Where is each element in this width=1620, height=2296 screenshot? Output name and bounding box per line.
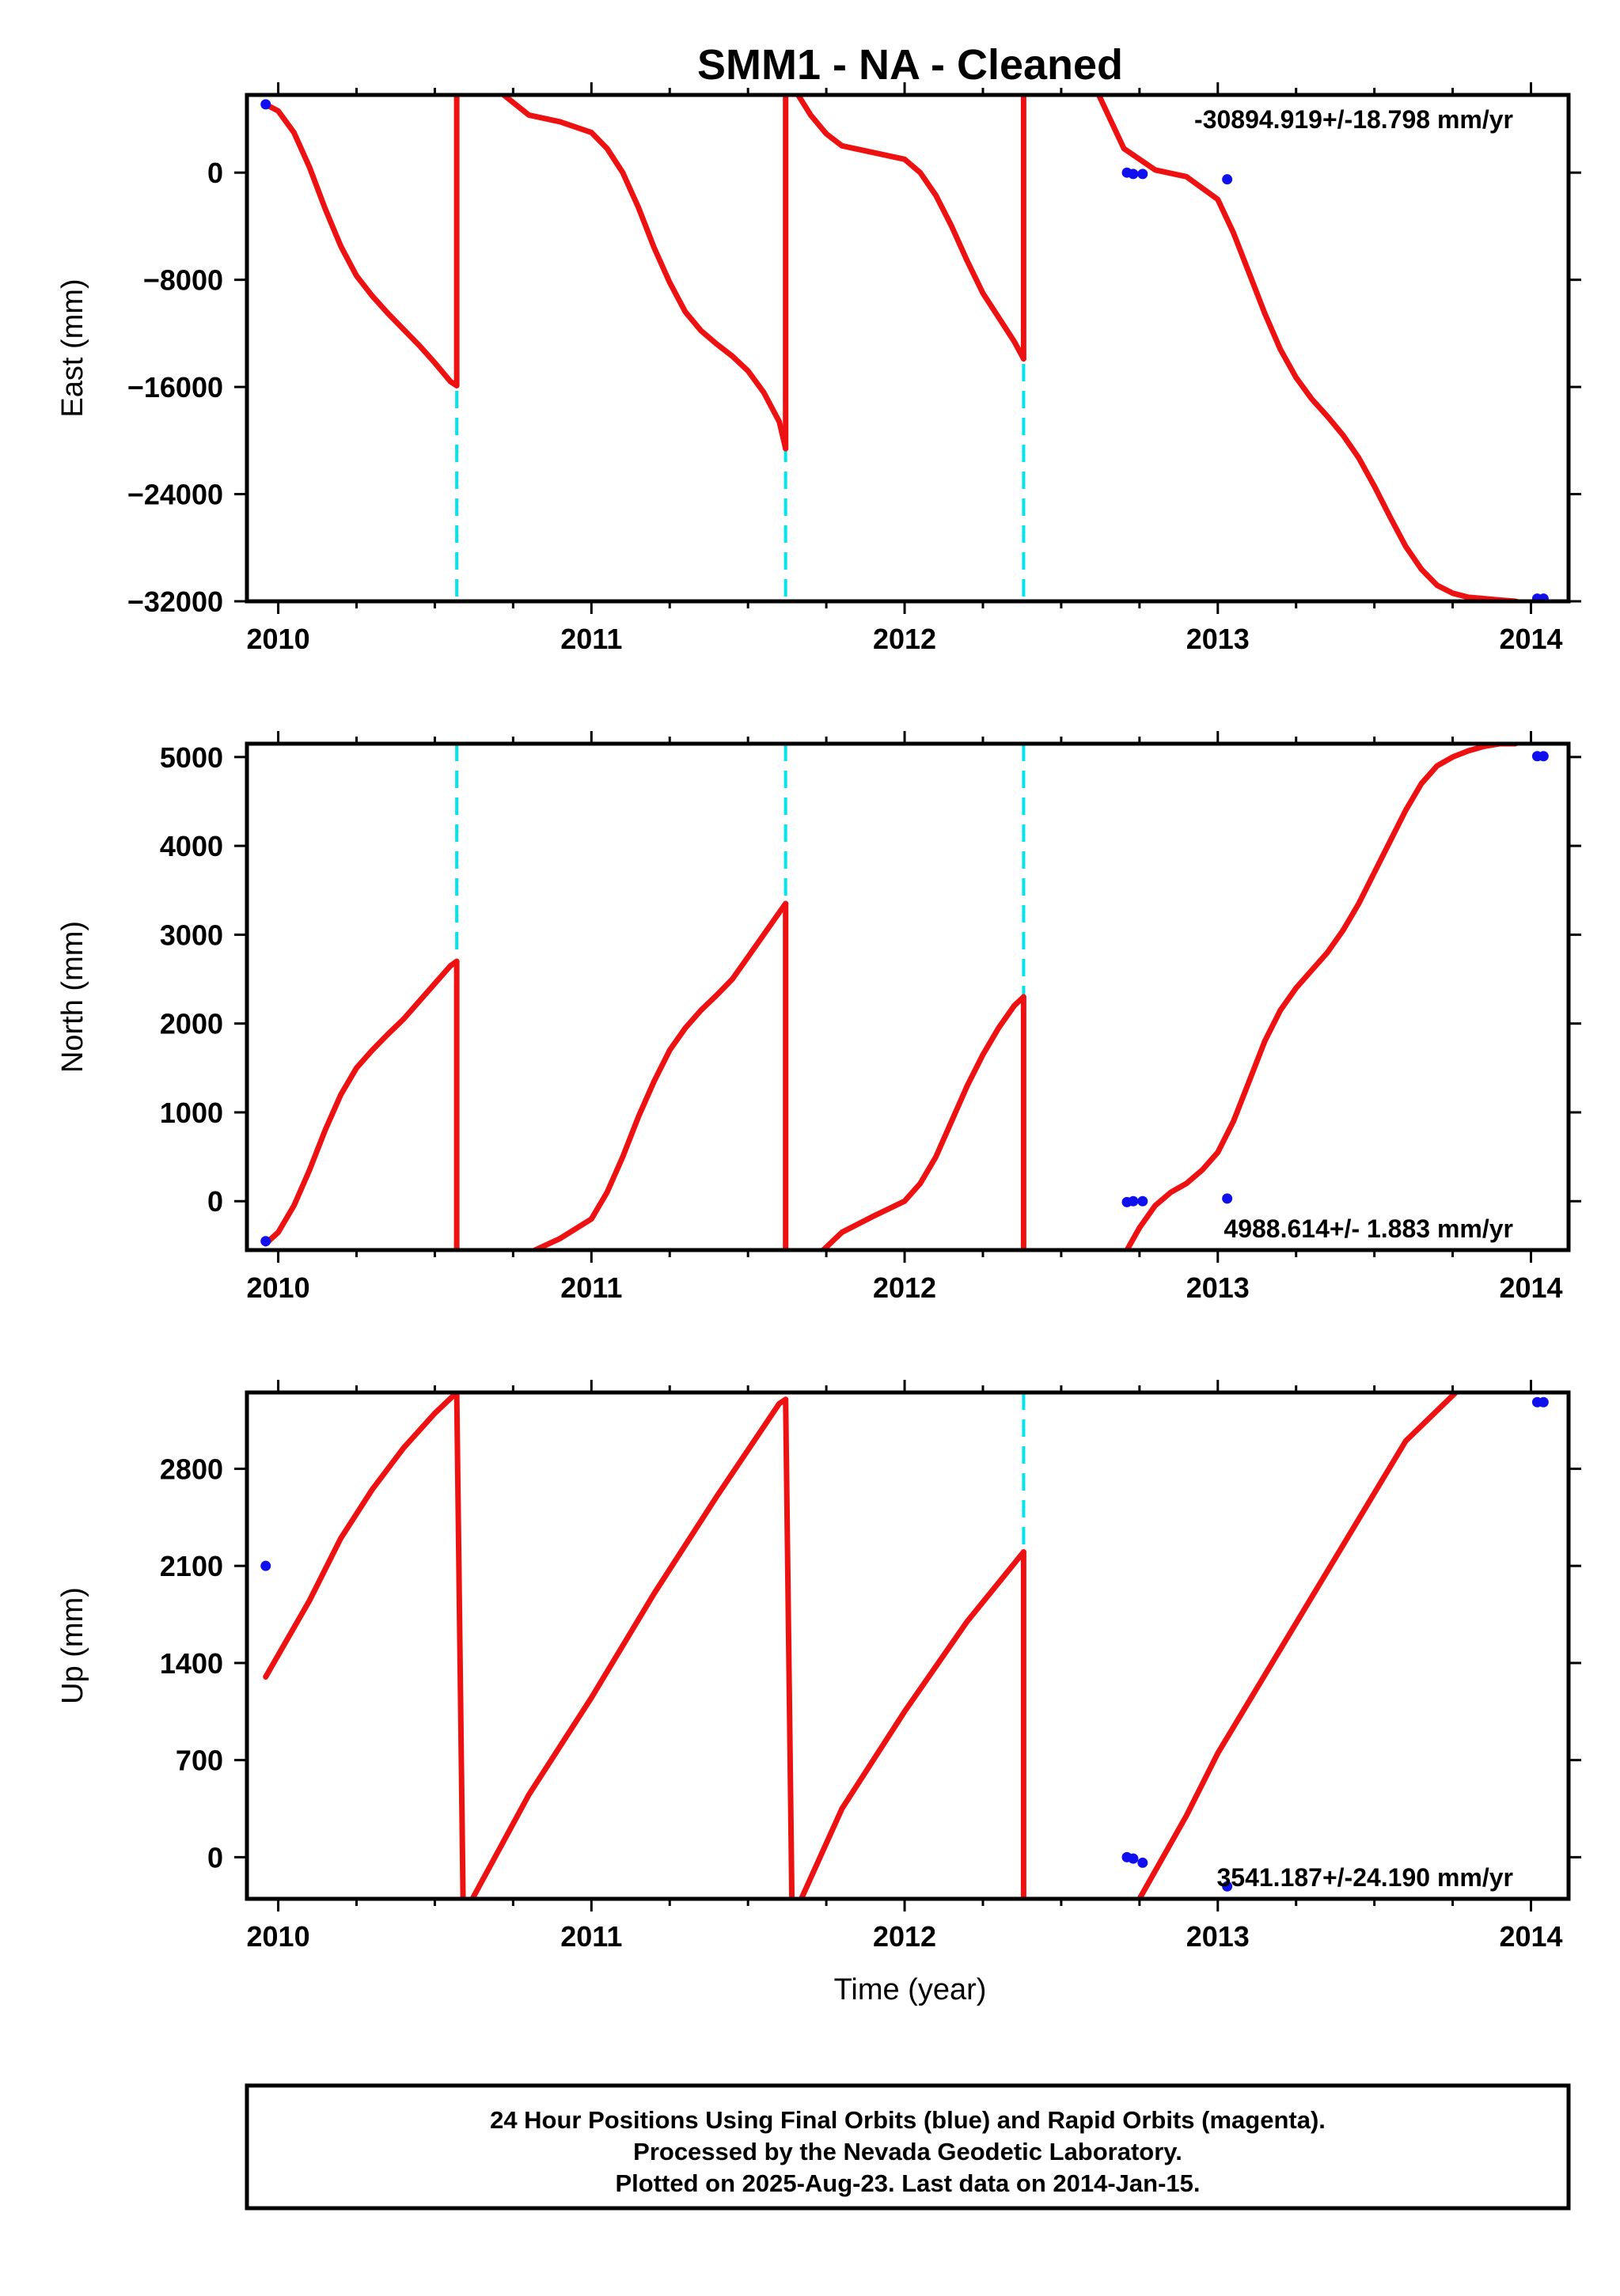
model-line-segment (795, 95, 1026, 362)
y-tick-label: −32000 (127, 585, 223, 618)
model-line-segment (263, 1392, 460, 1680)
x-tick-label: 2013 (1186, 1920, 1250, 1953)
y-tick-label: 2100 (160, 1550, 223, 1582)
data-point (260, 99, 271, 110)
data-point (1538, 1396, 1549, 1408)
data-point (1137, 1195, 1148, 1207)
panel-frame (245, 1390, 1571, 1901)
data-point (1128, 1195, 1139, 1207)
panel-2: 2010 2011 2012 2013 2014 0 700 1400 2100 2800 Up (… (56, 1380, 1581, 1953)
y-tick-label: 4000 (160, 830, 223, 862)
model-line-segment (501, 95, 789, 452)
data-point (1538, 751, 1549, 762)
y-axis-label: Up (mm) (56, 1587, 89, 1704)
panel-frame (245, 93, 1571, 604)
y-tick-label: 700 (176, 1745, 223, 1777)
x-tick-label: 2013 (1186, 1271, 1250, 1304)
plot-area (260, 1392, 1549, 1899)
plot-area (260, 744, 1549, 1250)
panel-1: 2010 2011 2012 2013 2014 0 1000 2000 3000 4000 500… (56, 731, 1581, 1304)
x-tick-label: 2011 (560, 623, 622, 655)
footer-box: 24 Hour Positions Using Final Orbits (bl… (245, 2083, 1571, 2211)
model-line-segment (263, 958, 460, 1247)
y-tick-label: 1400 (160, 1647, 223, 1680)
model-line-segment (532, 900, 789, 1250)
data-point (1128, 1853, 1139, 1864)
y-tick-label: 2800 (160, 1453, 223, 1485)
x-axis-label: Time (year) (834, 1973, 987, 2006)
x-tick-label: 2011 (560, 1271, 622, 1304)
model-line-segment (1136, 1392, 1459, 1899)
footer-line-2: Processed by the Nevada Geodetic Laborat… (633, 2138, 1182, 2165)
y-tick-label: −8000 (143, 264, 223, 297)
data-point (1222, 1881, 1233, 1892)
x-tick-label: 2012 (873, 1271, 936, 1304)
data-point (1222, 174, 1233, 185)
y-tick-label: 1000 (160, 1097, 223, 1129)
y-tick-label: −16000 (127, 371, 223, 404)
data-point (1137, 1857, 1148, 1868)
data-point (260, 1560, 271, 1571)
x-tick-label: 2013 (1186, 623, 1250, 655)
panel-frame (245, 741, 1571, 1252)
model-line-segment (1095, 95, 1527, 601)
x-tick-label: 2014 (1499, 623, 1562, 655)
data-point (260, 1236, 271, 1247)
plot-area (260, 95, 1549, 601)
x-tick-label: 2010 (247, 623, 310, 655)
y-axis-label: East (mm) (56, 278, 89, 417)
footer-line-3: Plotted on 2025-Aug-23. Last data on 201… (615, 2169, 1200, 2197)
data-point (1137, 169, 1148, 180)
footer-frame (245, 2083, 1571, 2211)
data-point (1128, 169, 1139, 180)
x-tick-label: 2014 (1499, 1920, 1562, 1953)
model-line-segment (453, 1392, 466, 1899)
x-tick-label: 2012 (873, 623, 936, 655)
model-line-segment (783, 1396, 795, 1899)
figure-title: SMM1 - NA - Cleaned (697, 41, 1123, 89)
footer-line-1: 24 Hour Positions Using Final Orbits (bl… (490, 2106, 1326, 2134)
x-tick-label: 2010 (247, 1920, 310, 1953)
panel-0: 2010 2011 2012 2013 2014 0 −8000 −16000 −24000 −3… (56, 82, 1581, 655)
y-tick-label: 0 (207, 157, 223, 189)
model-line-segment (1124, 744, 1519, 1250)
x-tick-label: 2012 (873, 1920, 936, 1953)
rate-annotation: -30894.919+/-18.798 mm/yr (1194, 105, 1513, 134)
y-tick-label: 2000 (160, 1008, 223, 1040)
y-tick-label: 0 (207, 1185, 223, 1218)
data-point (1222, 1193, 1233, 1204)
model-line-segment (469, 1396, 789, 1899)
x-tick-label: 2011 (560, 1920, 622, 1953)
y-tick-label: 0 (207, 1841, 223, 1874)
rate-annotation: 4988.614+/- 1.883 mm/yr (1224, 1214, 1513, 1243)
model-line-segment (799, 1549, 1026, 1899)
rate-annotation: 3541.187+/-24.190 mm/yr (1216, 1863, 1513, 1892)
model-line-segment (263, 101, 460, 388)
y-tick-label: 3000 (160, 919, 223, 951)
y-tick-label: −24000 (127, 479, 223, 511)
model-line-segment (820, 994, 1026, 1250)
y-tick-label: 5000 (160, 741, 223, 774)
y-axis-label: North (mm) (56, 921, 89, 1073)
x-tick-label: 2010 (247, 1271, 310, 1304)
panels-group: 2010 2011 2012 2013 2014 0 −8000 −16000 −24000 −3… (56, 82, 1581, 1953)
x-tick-label: 2014 (1499, 1271, 1562, 1304)
